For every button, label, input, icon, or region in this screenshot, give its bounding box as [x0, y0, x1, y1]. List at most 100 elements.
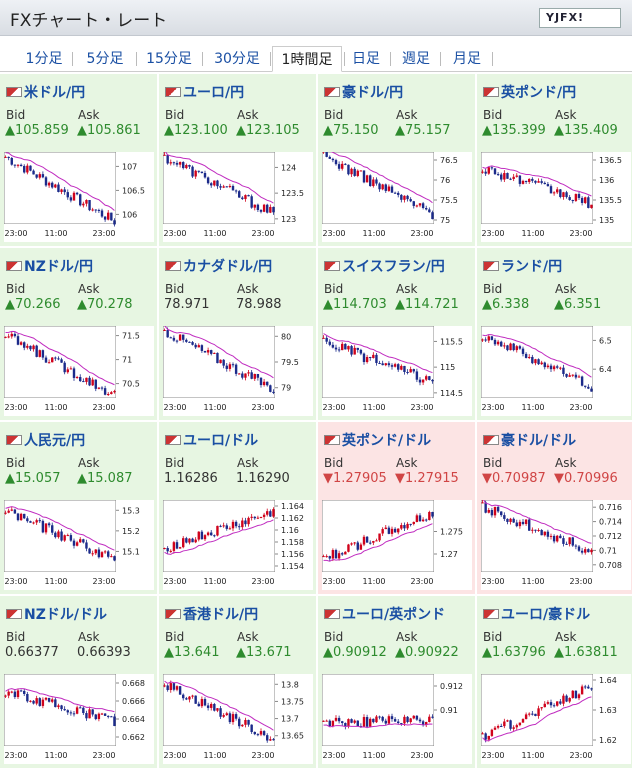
candle-body — [359, 349, 363, 354]
moving-average-line — [482, 333, 592, 378]
tab-2[interactable]: 15分足 — [146, 51, 192, 67]
candle-body — [322, 337, 325, 339]
pair-name[interactable]: 人民元/円 — [6, 430, 85, 450]
tab-5[interactable]: 日足 — [352, 51, 380, 67]
candle-body — [562, 192, 565, 197]
rate-card[interactable]: 香港ドル/円 Bid ▲13.641 Ask ▲13.671 13.8 13.75 13.7 1… — [159, 596, 317, 769]
candle-body — [362, 353, 366, 363]
y-tick-label: 1.16 — [281, 526, 299, 535]
rate-card[interactable]: ユーロ/ドル Bid 1.16286 Ask 1.16290 1.164 1.162 1.16… — [159, 422, 317, 595]
tab-3[interactable]: 30分足 — [214, 51, 260, 67]
tab-4[interactable]: 1時間足 — [272, 46, 342, 72]
candle-body — [587, 549, 590, 553]
pair-name[interactable]: 香港ドル/円 — [165, 604, 258, 624]
pair-label: ランド/円 — [501, 259, 563, 275]
pair-name[interactable]: ランド/円 — [483, 256, 562, 276]
bid-value: ▲114.703 — [323, 297, 387, 312]
price-chart[interactable]: 107 106.5 106 23:00 11:00 23:00 — [4, 152, 154, 242]
price-chart[interactable]: 1.164 1.162 1.16 1.158 1.156 1.154 23:00 11:00 2… — [163, 500, 313, 590]
price-chart[interactable]: 71.5 71 70.5 23:00 11:00 23:00 — [4, 326, 154, 416]
bid-value: ▲1.63796 — [482, 645, 546, 660]
pair-name[interactable]: 英ポンド/ドル — [324, 430, 431, 450]
candle-body — [197, 531, 200, 540]
candle-body — [169, 550, 172, 552]
candle-body — [94, 379, 97, 389]
candle-body — [337, 717, 341, 722]
candle-body — [231, 521, 235, 529]
pair-name[interactable]: NZドル/円 — [6, 256, 93, 276]
rate-card[interactable]: 米ドル/円 Bid ▲105.859 Ask ▲105.861 107 106.5 106 23… — [0, 74, 158, 247]
price-chart[interactable]: 1.275 1.27 23:00 11:00 23:00 — [322, 500, 472, 590]
tab-0[interactable]: 1分足 — [25, 51, 63, 67]
rate-card[interactable]: 英ポンド/円 Bid ▲135.399 Ask ▲135.409 136.5 136 135.… — [477, 74, 632, 247]
bid-label: Bid — [483, 108, 503, 122]
rate-card[interactable]: 人民元/円 Bid ▲15.057 Ask ▲15.087 15.3 15.2 15.1 23:… — [0, 422, 158, 595]
candle-body — [574, 374, 578, 378]
rate-card[interactable]: ランド/円 Bid ▲6.338 Ask ▲6.351 6.5 6.4 23:00 11:00 2… — [477, 248, 632, 421]
pair-name[interactable]: 米ドル/円 — [6, 82, 85, 102]
rate-card[interactable]: ユーロ/円 Bid ▲123.100 Ask ▲123.105 124 123.5 123 23… — [159, 74, 317, 247]
tab-7[interactable]: 月足 — [453, 51, 481, 67]
rate-card[interactable]: カナダドル/円 Bid 78.971 Ask 78.988 80 79.5 79 23:00 11… — [159, 248, 317, 421]
candle-body — [247, 195, 250, 197]
rate-card[interactable]: NZドル/円 Bid ▲70.266 Ask ▲70.278 71.5 71 70.5 23:0… — [0, 248, 158, 421]
price-chart[interactable]: 136.5 136 135.5 135 23:00 11:00 23:00 — [481, 152, 631, 242]
pair-name[interactable]: 豪ドル/ドル — [483, 430, 576, 450]
price-chart[interactable]: 0.716 0.714 0.712 0.71 0.708 23:00 11:00 23:00 — [481, 500, 631, 590]
pair-name[interactable]: ユーロ/円 — [165, 82, 244, 102]
price-chart[interactable]: 124 123.5 123 23:00 11:00 23:00 — [163, 152, 313, 242]
price-chart[interactable]: 76.5 76 75.5 75 23:00 11:00 23:00 — [322, 152, 472, 242]
x-tick-label: 23:00 — [410, 229, 433, 238]
candle-body — [219, 525, 222, 527]
candle-body — [322, 720, 325, 722]
tab-1[interactable]: 5分足 — [86, 51, 124, 67]
candle-body — [44, 177, 48, 186]
candle-body — [552, 705, 556, 707]
pair-name[interactable]: ユーロ/英ポンド — [324, 604, 445, 624]
rate-card[interactable]: スイスフラン/円 Bid ▲114.703 Ask ▲114.721 115.5 115 11… — [318, 248, 476, 421]
tab-6[interactable]: 週足 — [402, 51, 430, 67]
candle-body — [241, 724, 244, 727]
x-axis-area — [481, 398, 593, 416]
rate-card[interactable]: 豪ドル/ドル Bid ▼0.70987 Ask ▼0.70996 0.716 0.714 0.… — [477, 422, 632, 595]
candle-body — [359, 544, 363, 550]
price-chart[interactable]: 80 79.5 79 23:00 11:00 23:00 — [163, 326, 313, 416]
x-tick-label: 11:00 — [203, 229, 226, 238]
candle-body — [325, 152, 328, 157]
price-chart[interactable]: 6.5 6.4 23:00 11:00 23:00 — [481, 326, 631, 416]
candle-body — [487, 735, 490, 740]
candle-body — [200, 531, 204, 540]
pair-name[interactable]: 豪ドル/円 — [324, 82, 403, 102]
x-tick-label: 23:00 — [92, 229, 115, 238]
x-axis-area — [322, 224, 434, 242]
candle-body — [500, 511, 503, 516]
candle-body — [546, 184, 550, 187]
price-chart[interactable]: 1.64 1.63 1.62 23:00 11:00 23:00 — [481, 674, 631, 764]
candle-body — [421, 379, 425, 383]
ask-value: ▼0.70996 — [554, 471, 618, 486]
bid-value: ▼0.70987 — [482, 471, 546, 486]
rate-card[interactable]: 英ポンド/ドル Bid ▼1.27905 Ask ▼1.27915 1.275 1.27 23… — [318, 422, 476, 595]
pair-name[interactable]: カナダドル/円 — [165, 256, 272, 276]
pair-name[interactable]: ユーロ/ドル — [165, 430, 258, 450]
price-chart[interactable]: 15.3 15.2 15.1 23:00 11:00 23:00 — [4, 500, 154, 590]
pair-name[interactable]: ユーロ/豪ドル — [483, 604, 590, 624]
price-chart[interactable]: 13.8 13.75 13.7 13.65 23:00 11:00 23:00 — [163, 674, 313, 764]
candle-body — [425, 722, 428, 725]
candle-body — [238, 526, 241, 528]
price-chart[interactable]: 0.912 0.91 23:00 11:00 23:00 — [322, 674, 472, 764]
candle-body — [372, 179, 375, 187]
rate-card[interactable]: 豪ドル/円 Bid ▲75.150 Ask ▲75.157 76.5 76 75.5 75 23:… — [318, 74, 476, 247]
x-axis-area — [481, 572, 593, 590]
pair-name[interactable]: スイスフラン/円 — [324, 256, 445, 276]
candle-body — [7, 156, 10, 158]
rate-card[interactable]: ユーロ/豪ドル Bid ▲1.63796 Ask ▲1.63811 1.64 1.63 1.6… — [477, 596, 632, 769]
pair-name[interactable]: NZドル/ドル — [6, 604, 107, 624]
rate-card[interactable]: NZドル/ドル Bid 0.66377 Ask 0.66393 0.668 0.666 0.6… — [0, 596, 158, 769]
brand-logo[interactable]: YJFX! — [539, 8, 621, 28]
rate-card[interactable]: ユーロ/英ポンド Bid ▲0.90912 Ask ▲0.90922 0.912 0.91 2… — [318, 596, 476, 769]
pair-name[interactable]: 英ポンド/円 — [483, 82, 576, 102]
x-tick-label: 23:00 — [251, 751, 274, 760]
price-chart[interactable]: 0.668 0.666 0.664 0.662 23:00 11:00 23:00 — [4, 674, 154, 764]
price-chart[interactable]: 115.5 115 114.5 23:00 11:00 23:00 — [322, 326, 472, 416]
